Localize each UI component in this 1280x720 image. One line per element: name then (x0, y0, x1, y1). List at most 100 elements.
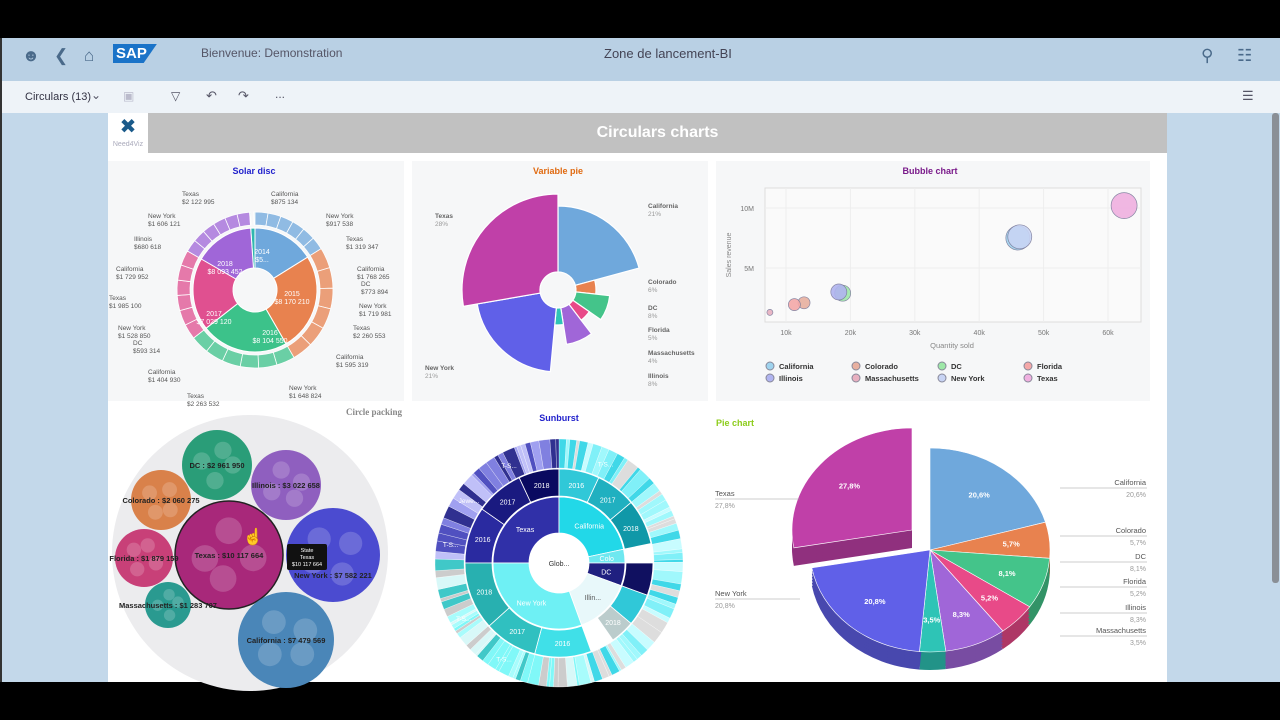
solar-outer-value: $680 618 (134, 244, 161, 251)
packing-subcircle (130, 561, 145, 577)
bubble-plot-area (764, 187, 1142, 323)
sunburst-year (464, 562, 510, 627)
packing-label: Massachusetts : $1 283 707 (119, 601, 217, 610)
legend-label: Texas (1037, 374, 1058, 383)
undo-icon[interactable]: ↶ (206, 88, 217, 103)
user-icon[interactable]: ☻ (22, 46, 40, 65)
sunburst-leaf-label: T-S... (443, 542, 459, 549)
sunburst-year-label: 2017 (500, 500, 516, 507)
packing-subcircle (215, 517, 243, 545)
legend-label: Massachusetts (865, 374, 919, 383)
sunburst-state-label: Illin... (585, 595, 601, 602)
y-tick-label: 5M (744, 266, 754, 273)
bubble (1110, 192, 1138, 219)
y-axis-label: Sales revenue (726, 233, 733, 278)
packing-label: New York : $7 582 221 (294, 571, 372, 580)
packing-subcircle (206, 471, 224, 490)
packing-subcircle (147, 504, 163, 520)
packing-circle (131, 470, 191, 530)
page-banner: Circulars charts (148, 113, 1167, 153)
sunburst-leaf (434, 558, 465, 571)
varpie-percent: 4% (648, 358, 658, 365)
save-icon[interactable]: ▣ (123, 89, 135, 103)
tooltip (287, 544, 327, 570)
settings-sliders-icon[interactable]: ☰ (1242, 88, 1254, 103)
user-settings-icon[interactable]: ☷ (1237, 46, 1253, 65)
varpie-category: Illinois (648, 373, 669, 380)
pie-category: Florida (1123, 577, 1147, 586)
solar-outer-value: $1 648 824 (289, 393, 322, 400)
logo-text: Need4Viz (112, 141, 144, 148)
solar-outer-value: $1 528 850 (118, 333, 151, 340)
solar-outer-slice (249, 212, 251, 226)
x-tick-label: 30k (909, 330, 921, 337)
sap-logo[interactable]: SAP (113, 44, 157, 63)
need4viz-logo: ✖ Need4Viz (108, 113, 148, 153)
solar-inner-slice (265, 256, 318, 345)
solar-outer-value: $2 122 995 (182, 199, 215, 206)
pie-slice (929, 447, 1046, 551)
bubble (1007, 224, 1033, 250)
packing-subcircle (292, 473, 311, 491)
chevron-down-icon[interactable]: ⌄ (91, 88, 102, 102)
pie-percent: 8,3% (1130, 617, 1146, 624)
varpie-slice (476, 292, 557, 373)
solar-year-label: 2018 (217, 261, 233, 268)
varpie-percent: 8% (648, 313, 658, 320)
packing-subcircle (126, 542, 141, 558)
chart-title: Variable pie (533, 166, 583, 176)
bubble (830, 283, 848, 301)
solar-outer-name: Texas (109, 295, 127, 302)
legend-marker (765, 373, 775, 383)
y-tick-label: 10M (740, 206, 754, 213)
packing-subcircle (172, 596, 184, 608)
x-tick-label: 10k (780, 330, 792, 337)
need4viz-mark-icon: ✖ (119, 116, 137, 138)
legend-marker (1023, 373, 1033, 383)
sunburst-year-label: 2017 (509, 629, 525, 636)
packing-subcircle (330, 562, 354, 586)
home-icon[interactable]: ⌂ (84, 46, 95, 65)
solar-value-label: $5... (255, 257, 269, 264)
scrollbar[interactable] (1272, 113, 1279, 583)
sunburst-leaf-label: Jewe... (459, 498, 480, 505)
sunburst-leaf-label: T-S... (598, 461, 614, 468)
solar-outer-name: California (336, 354, 364, 361)
varpie-category: Massachusetts (648, 350, 695, 357)
solar-outer-name: New York (148, 213, 176, 220)
x-axis-label: Quantity sold (930, 341, 974, 350)
sunburst-leaf (555, 438, 560, 469)
back-icon[interactable]: ❮ (54, 46, 69, 65)
tooltip-value: $10 117 664 (292, 562, 322, 568)
packing-subcircle (290, 642, 315, 667)
x-tick-label: 60k (1102, 330, 1114, 337)
varpie-category: New York (425, 365, 454, 372)
solar-outer-value: $2 263 532 (187, 401, 220, 408)
pie-category: Massachusetts (1096, 626, 1146, 635)
pie-percent: 5,7% (1130, 540, 1146, 547)
view-selector[interactable]: Circulars (13) (25, 91, 92, 103)
solar-outer-slice (176, 279, 191, 296)
redo-icon[interactable]: ↷ (238, 88, 249, 103)
search-icon[interactable]: ⚲ (1201, 46, 1214, 65)
solar-outer-value: $1 606 121 (148, 221, 181, 228)
more-button[interactable]: ... (275, 87, 286, 101)
sunburst-state (492, 562, 583, 630)
solar-year-label: 2016 (262, 330, 278, 337)
solar-outer-value: $773 894 (361, 289, 388, 296)
filter-icon[interactable]: ▽ (171, 89, 181, 103)
packing-subcircle (239, 544, 267, 572)
solar-outer-slice (253, 211, 256, 226)
solar-outer-slice (176, 294, 193, 312)
solar-outer-name: DC (133, 340, 143, 347)
packing-subcircle (339, 531, 363, 555)
tooltip-title: State (301, 548, 314, 554)
solar-outer-value: $1 319 347 (346, 244, 379, 251)
solar-outer-value: $1 985 100 (109, 303, 142, 310)
packing-label: DC : $2 961 950 (189, 461, 244, 470)
pie-percent: 3,5% (1130, 640, 1146, 647)
legend-label: DC (951, 362, 962, 371)
sunburst-year-label: 2018 (605, 620, 621, 627)
packing-subcircle (285, 489, 304, 507)
varpie-slice (461, 193, 559, 308)
